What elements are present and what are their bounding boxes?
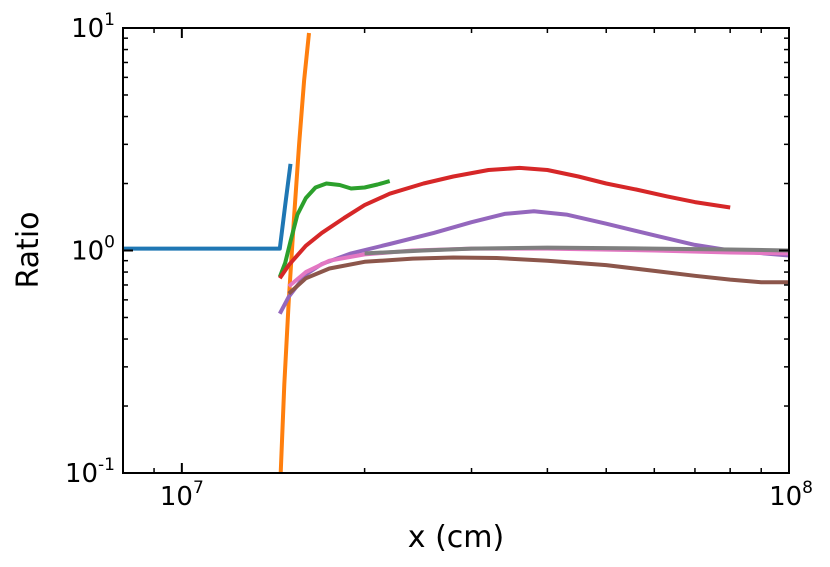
- series-layer: [123, 32, 789, 473]
- series-line-4: [278, 165, 731, 280]
- series-line-8: [364, 245, 789, 256]
- plot-frame: [122, 27, 790, 474]
- x-tick-label: 108: [769, 478, 813, 512]
- series-line-3: [277, 179, 391, 278]
- series-line-2: [278, 32, 311, 473]
- series-line-6: [287, 255, 789, 296]
- x-tick-label: 107: [160, 478, 204, 512]
- y-tick-label: 101: [71, 10, 115, 44]
- y-axis-label: Ratio: [11, 211, 46, 288]
- x-axis-label: x (cm): [408, 520, 504, 555]
- y-tick-label: 100: [71, 233, 115, 267]
- tick-labels: 107 108 10-1 100 101: [65, 10, 813, 512]
- y-tick-label: 10-1: [65, 455, 115, 489]
- series-line-1: [123, 163, 293, 251]
